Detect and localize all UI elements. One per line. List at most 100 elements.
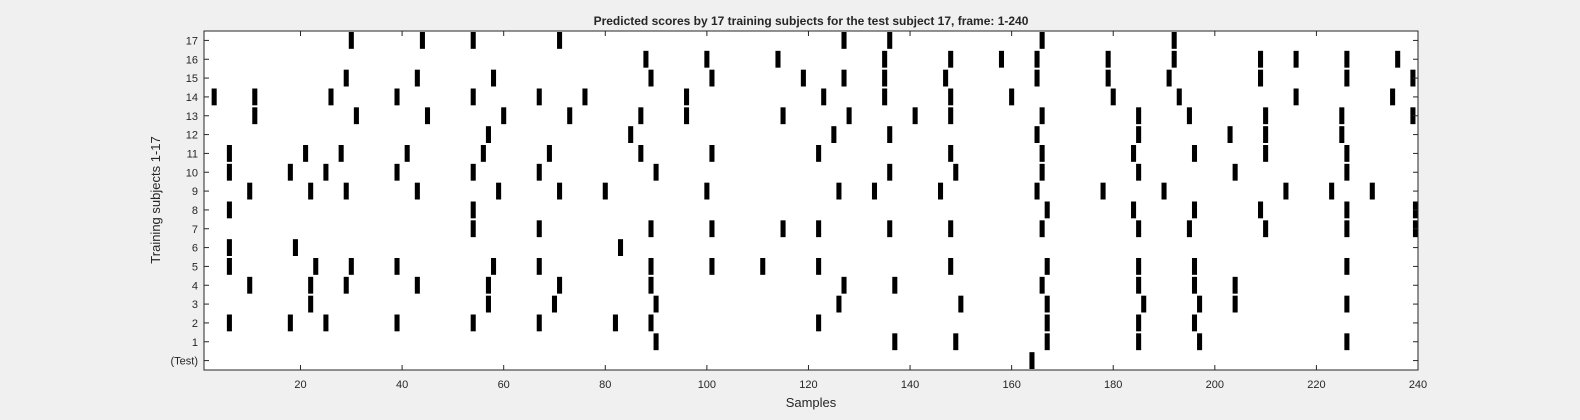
event-mark [313,258,319,275]
event-mark [1293,88,1299,106]
y-tick-label: 8 [192,205,198,217]
event-mark [1410,69,1416,87]
event-mark [887,220,893,238]
y-tick-label: 9 [192,186,198,198]
event-marks [211,32,1418,369]
event-mark [557,182,563,200]
x-tick-label: 140 [901,379,919,391]
event-mark [1258,69,1264,87]
event-mark [1410,107,1416,125]
event-mark [892,276,898,294]
event-mark [1136,163,1142,181]
event-mark [496,182,502,200]
event-mark [424,107,431,125]
plot-frame [203,30,1419,371]
event-mark [470,201,476,219]
event-mark [1344,295,1350,313]
event-mark [1034,182,1040,200]
x-tick-label: 20 [294,379,306,391]
event-mark [709,258,715,275]
y-axis-label: Training subjects 1-17 [148,136,163,263]
event-mark [948,88,954,106]
event-mark [1039,107,1045,125]
y-tick-label: 6 [192,243,198,255]
event-mark [612,314,618,332]
y-tick-label: 11 [187,148,198,160]
event-mark [1191,314,1198,332]
event-mark [247,276,253,294]
event-mark [226,163,232,181]
x-tick-label: 220 [1307,379,1325,391]
event-mark [841,69,847,87]
event-mark [226,314,232,332]
event-mark [308,295,314,313]
event-mark [800,69,806,87]
event-mark [1029,352,1035,369]
event-mark [252,107,258,125]
event-mark [998,50,1005,68]
event-mark [1186,220,1192,238]
event-mark [1044,333,1050,351]
event-mark [470,88,476,106]
event-mark [226,258,232,275]
event-mark [1258,201,1264,219]
event-mark [491,258,497,275]
event-mark [353,107,359,125]
event-mark [1034,126,1040,143]
event-mark [1141,295,1147,313]
event-mark [501,107,507,125]
x-tick-label: 40 [396,379,408,391]
event-mark [653,163,659,181]
event-mark [1232,276,1238,294]
event-mark [1369,182,1375,200]
event-mark [1283,182,1289,200]
event-mark [638,107,644,125]
event-mark [628,126,634,143]
event-mark [1100,182,1106,200]
event-mark [1044,314,1050,332]
event-mark [709,220,715,238]
event-mark [394,314,400,332]
event-mark [882,50,888,68]
x-tick-label: 120 [799,379,817,391]
event-mark [846,107,852,125]
event-mark [1339,107,1345,125]
event-mark [211,88,217,106]
event-mark [1263,107,1269,125]
event-mark [958,295,964,313]
event-mark [1191,145,1198,162]
event-mark [816,145,822,162]
event-mark [1009,88,1015,106]
event-mark [1176,88,1182,106]
event-mark [348,258,354,275]
event-mark [648,69,654,87]
event-mark [1136,107,1142,125]
event-mark [404,145,410,162]
event-mark [491,69,497,87]
event-mark [303,145,309,162]
event-mark [1039,276,1045,294]
event-mark [948,50,954,68]
event-mark [1344,258,1350,275]
x-axis-label: Samples [786,395,837,410]
event-mark [470,314,476,332]
event-mark [308,276,314,294]
event-mark [1227,126,1233,143]
event-mark [1171,32,1177,49]
event-mark [780,107,786,125]
event-mark [1039,32,1045,49]
event-mark [1039,163,1045,181]
y-tick-label: 1 [192,337,198,349]
event-mark [816,258,822,275]
event-mark [887,32,893,49]
event-mark [841,276,847,294]
event-mark [226,239,232,256]
event-mark [546,145,552,162]
event-mark [1344,145,1350,162]
x-tick-label: 80 [599,379,611,391]
event-mark [953,163,959,181]
event-mark [419,32,425,49]
event-mark [1258,50,1264,68]
event-mark [892,333,898,351]
event-mark [653,295,659,313]
